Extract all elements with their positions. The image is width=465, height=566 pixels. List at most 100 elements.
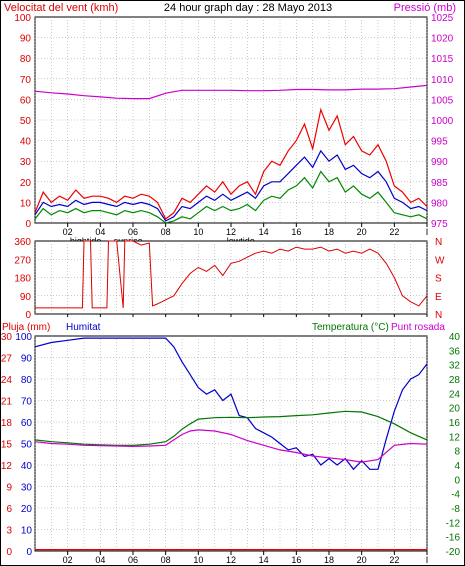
temp-panel-tide-label: sunrise <box>114 564 143 566</box>
series-direction <box>35 240 428 309</box>
humidity-y-tick: 70 <box>21 397 33 408</box>
temp-panel-xtick-label: 16 <box>291 555 301 565</box>
wind-y-tick: 60 <box>20 95 32 106</box>
series-average <box>34 149 428 222</box>
humidity-y-tick: 100 <box>15 332 32 343</box>
humidity-y-tick: 80 <box>21 375 33 386</box>
pressure-y-tick: 975 <box>431 219 448 230</box>
humidity-y-tick: 90 <box>21 354 33 365</box>
dewpoint-axis-title: Punt rosada <box>391 322 445 333</box>
rain-y-tick: 24 <box>1 375 13 386</box>
wind-y-tick: 50 <box>20 116 32 127</box>
temp-panel-xtick-label: 12 <box>226 555 236 565</box>
pressure-y-tick: 985 <box>431 178 448 189</box>
wind-y-tick: 70 <box>20 75 32 86</box>
temperature-y-tick: 20 <box>449 404 461 415</box>
pressure-y-tick: 1010 <box>431 75 454 86</box>
temp-panel-xtick-label: I <box>426 555 429 565</box>
direction-y-tick: 270 <box>14 255 31 266</box>
temperature-y-tick: 24 <box>449 389 461 400</box>
wind-axis-title: Velocitat del vent (kmh) <box>4 2 118 14</box>
wind-panel-xtick-label: 20 <box>357 227 367 237</box>
temperature-y-tick: -16 <box>446 533 461 544</box>
wind-panel-xtick-label: 18 <box>324 227 334 237</box>
temp-panel-xtick-label: 18 <box>324 555 334 565</box>
wind-panel-xtick-label: 04 <box>95 227 105 237</box>
temp-panel-xtick-label: 20 <box>357 555 367 565</box>
wind-y-tick: 0 <box>25 219 31 230</box>
wind-panel-xtick-label: 02 <box>63 227 73 237</box>
temp-panel-xtick-label: 10 <box>193 555 203 565</box>
temperature-y-tick: -4 <box>451 490 460 501</box>
humidity-y-tick: 30 <box>21 483 33 494</box>
temperature-y-tick: -20 <box>446 547 461 558</box>
rain-y-tick: 6 <box>6 504 12 515</box>
humidity-y-tick: 50 <box>21 440 33 451</box>
direction-y-tick: 0 <box>25 310 31 321</box>
rain-y-tick: 12 <box>1 461 13 472</box>
wind-y-tick: 10 <box>20 198 32 209</box>
series-low <box>34 170 428 224</box>
pressure-y-tick: 1025 <box>431 13 454 24</box>
wind-panel-xtick-label: 14 <box>259 227 269 237</box>
temp-panel-tide-label: lowtide <box>227 564 255 566</box>
rain-y-tick: 9 <box>6 483 12 494</box>
series-gust <box>34 107 428 220</box>
temperature-y-tick: 40 <box>449 332 461 343</box>
temperature-y-tick: 4 <box>454 461 460 472</box>
wind-y-tick: 30 <box>20 157 32 168</box>
rain-y-tick: 30 <box>1 332 13 343</box>
pressure-y-tick: 1020 <box>431 34 454 45</box>
pressure-y-tick: 995 <box>431 137 448 148</box>
rain-y-tick: 18 <box>1 418 13 429</box>
pressure-y-tick: 1005 <box>431 95 454 106</box>
wind-y-tick: 90 <box>20 34 32 45</box>
humidity-y-tick: 20 <box>21 504 33 515</box>
wind-panel-xtick-label: 10 <box>193 227 203 237</box>
compass-label: N <box>435 310 442 321</box>
temperature-axis-title: Temperatura (°C) <box>312 322 389 333</box>
temperature-y-tick: 16 <box>449 418 461 429</box>
temperature-y-tick: 12 <box>449 432 461 443</box>
pressure-axis-title: Pressió (mb) <box>394 2 456 14</box>
wind-panel-xtick-label: 06 <box>128 227 138 237</box>
humidity-y-tick: 40 <box>21 461 33 472</box>
wind-y-tick: 40 <box>20 137 32 148</box>
compass-label: E <box>435 292 442 303</box>
rain-y-tick: 3 <box>6 526 12 537</box>
temperature-y-tick: 8 <box>454 447 460 458</box>
wind-y-tick: 80 <box>20 54 32 65</box>
temperature-y-tick: 36 <box>449 346 461 357</box>
rain-y-tick: 0 <box>6 547 12 558</box>
temp-panel-xtick-label: 08 <box>161 555 171 565</box>
wind-panel-xtick-label: 12 <box>226 227 236 237</box>
humidity-y-tick: 0 <box>26 547 32 558</box>
direction-y-tick: 180 <box>14 274 31 285</box>
temp-panel-xtick-label: 04 <box>95 555 105 565</box>
temperature-y-tick: 0 <box>454 475 460 486</box>
pressure-y-tick: 980 <box>431 198 448 209</box>
series-temperature <box>34 410 428 446</box>
compass-label: W <box>435 255 445 266</box>
compass-label: S <box>435 274 442 285</box>
series-dewpoint <box>34 429 428 463</box>
series-pressure <box>34 84 428 100</box>
rain-y-tick: 27 <box>1 354 13 365</box>
pressure-y-tick: 1000 <box>431 116 454 127</box>
wind-y-tick: 20 <box>20 178 32 189</box>
temperature-y-tick: 28 <box>449 375 461 386</box>
temp-panel-xtick-label: 14 <box>259 555 269 565</box>
pressure-y-tick: 990 <box>431 157 448 168</box>
pressure-y-tick: 1015 <box>431 54 454 65</box>
humidity-y-tick: 60 <box>21 418 33 429</box>
wind-y-tick: 100 <box>14 13 31 24</box>
temp-panel-xtick-label: 02 <box>63 555 73 565</box>
temperature-y-tick: -12 <box>446 518 461 529</box>
wind-panel-xtick-label: 08 <box>161 227 171 237</box>
wind-panel-xtick-label: 16 <box>291 227 301 237</box>
graph-title: 24 hour graph day : 28 Mayo 2013 <box>164 2 332 14</box>
series-humidity <box>34 337 428 471</box>
humidity-y-tick: 10 <box>21 526 33 537</box>
